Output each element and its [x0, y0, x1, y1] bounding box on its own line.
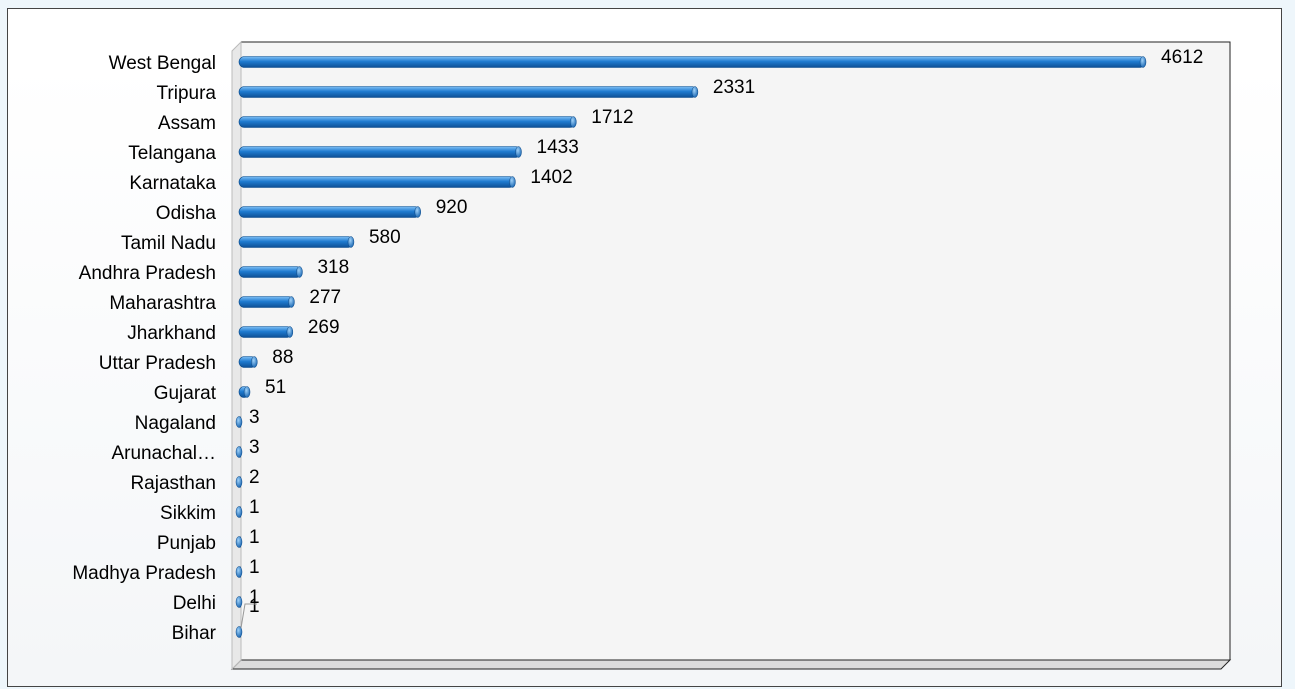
value-label: 1433 — [537, 137, 579, 158]
bar-cap — [243, 386, 251, 398]
bar-andhra-pradesh — [238, 266, 302, 278]
category-label: Nagaland — [135, 413, 216, 434]
category-label: Odisha — [156, 203, 217, 224]
value-label: 1402 — [530, 167, 572, 188]
bar-cap — [251, 356, 258, 368]
value-label: 3 — [249, 407, 260, 428]
bar-odisha — [238, 206, 421, 218]
bar-maharashtra — [238, 296, 294, 308]
category-label: Telangana — [128, 143, 216, 164]
bar-west-bengal — [238, 56, 1146, 68]
category-label: Gujarat — [154, 383, 217, 404]
bar-jharkhand — [238, 326, 293, 338]
bar-cap — [286, 326, 294, 338]
bar-assam — [238, 116, 576, 128]
bar-cap — [509, 176, 516, 188]
category-label: Maharashtra — [109, 293, 216, 314]
bar-cap — [691, 86, 699, 98]
value-label: 1 — [249, 527, 260, 548]
value-label: 1 — [249, 596, 260, 617]
category-label: Delhi — [173, 593, 216, 614]
bar-tamil-nadu — [238, 236, 354, 248]
category-label: Sikkim — [160, 503, 216, 524]
bar-cap — [235, 596, 243, 608]
label-leader-line — [240, 603, 257, 629]
bar-karnataka — [238, 176, 515, 188]
category-label: Jharkhand — [127, 323, 216, 344]
value-label: 3 — [249, 437, 260, 458]
value-label: 1 — [249, 557, 260, 578]
bar-cap — [235, 506, 243, 518]
value-label: 2 — [249, 467, 260, 488]
bar-cap — [235, 566, 243, 578]
bar-cap — [235, 536, 243, 548]
value-label: 51 — [265, 377, 286, 398]
plot-back-wall — [241, 42, 1230, 660]
bar-cap — [570, 116, 577, 128]
plot-floor — [230, 659, 1232, 670]
category-label: Karnataka — [129, 173, 216, 194]
category-label: Arunachal… — [111, 443, 216, 464]
category-label: Uttar Pradesh — [99, 353, 216, 374]
bar-cap — [347, 236, 355, 248]
value-label: 88 — [272, 347, 293, 368]
category-label: Assam — [158, 113, 216, 134]
category-label: West Bengal — [109, 53, 216, 74]
bar-telangana — [238, 146, 521, 158]
value-label: 1 — [249, 497, 260, 518]
bar-cap — [1139, 56, 1147, 68]
value-label: 4612 — [1161, 47, 1203, 68]
category-label: Rajasthan — [130, 473, 216, 494]
bar-cap — [414, 206, 421, 218]
value-label: 1712 — [591, 107, 633, 128]
value-label: 269 — [308, 317, 340, 338]
bar-tripura — [238, 86, 698, 98]
bar-cap — [235, 626, 243, 638]
bar-cap — [515, 146, 522, 158]
value-label: 1 — [249, 587, 260, 608]
bar-cap — [235, 416, 243, 428]
plot-wall-border — [241, 41, 1231, 660]
value-label: 580 — [369, 227, 401, 248]
category-label: Andhra Pradesh — [79, 263, 216, 284]
value-label: 920 — [436, 197, 468, 218]
bar-cap — [235, 476, 243, 488]
value-label: 2331 — [713, 77, 755, 98]
bar-cap — [296, 266, 303, 278]
category-label: Punjab — [157, 533, 216, 554]
category-label: Tripura — [157, 83, 217, 104]
value-label: 318 — [317, 257, 349, 278]
category-label: Madhya Pradesh — [72, 563, 216, 584]
category-label: Bihar — [172, 623, 217, 644]
category-label: Tamil Nadu — [121, 233, 216, 254]
bar-cap — [235, 446, 243, 458]
bar-cap — [288, 296, 295, 308]
value-label: 277 — [309, 287, 341, 308]
